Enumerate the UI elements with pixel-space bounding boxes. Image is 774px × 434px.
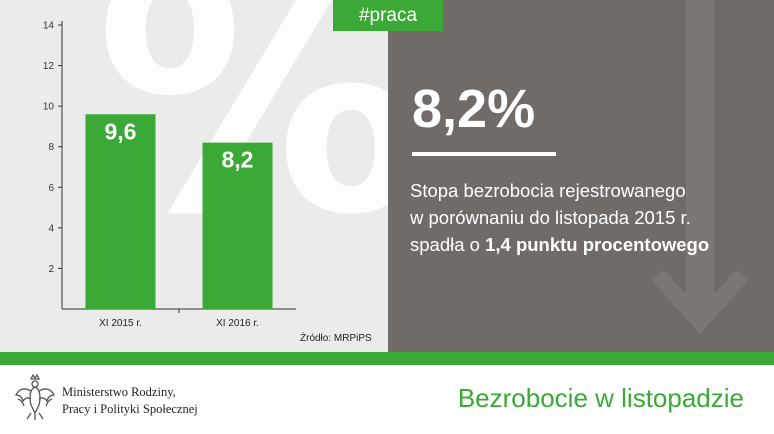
green-stripe [0, 352, 774, 365]
headline-value: 8,2% [412, 79, 536, 139]
y-tick-label: 4 [48, 223, 54, 234]
ministry-line-1: Ministerstwo Rodziny, [62, 385, 176, 399]
hashtag-label: #praca [333, 0, 443, 31]
bar-value-label: 9,6 [105, 118, 137, 144]
source-note: Źródło: MRPiPS [300, 333, 372, 344]
description-line-1: Stopa bezrobocia rejestrowanego [410, 180, 686, 201]
description-line-3-prefix: spadła o [410, 234, 486, 255]
chart-panel: % [0, 0, 388, 352]
ministry-line-2: Pracy i Polityki Społecznej [62, 402, 198, 416]
bar [202, 142, 273, 309]
footer [0, 365, 774, 434]
down-arrow-icon [652, 0, 748, 335]
footer-title: Bezrobocie w listopadzie [457, 383, 744, 413]
y-tick-label: 10 [43, 102, 55, 113]
x-tick-label: XI 2016 r. [216, 318, 259, 329]
y-tick-label: 8 [48, 142, 54, 153]
y-tick-label: 14 [43, 21, 55, 32]
y-tick-label: 2 [48, 264, 54, 275]
y-tick-label: 6 [48, 183, 54, 194]
description-line-2: w porównaniu do listopada 2015 r. [410, 207, 691, 228]
ministry-name: Ministerstwo Rodziny, Pracy i Polityki S… [62, 384, 198, 418]
y-tick-label: 12 [43, 61, 55, 72]
headline-underline [412, 152, 556, 156]
eagle-emblem-icon [14, 373, 56, 420]
bar-chart: 2 4 6 8 10 12 14 9,6 XI 2015 r. 8,2 XI 2016 r. [43, 21, 296, 329]
description-highlight: 1,4 punktu procentowego [485, 234, 710, 255]
bar [85, 114, 156, 309]
description: Stopa bezrobocia rejestrowanego w porówn… [410, 177, 770, 258]
bar-value-label: 8,2 [222, 147, 254, 173]
description-line-3: spadła o 1,4 punktu procentowego [410, 231, 770, 258]
x-tick-label: XI 2015 r. [99, 318, 142, 329]
